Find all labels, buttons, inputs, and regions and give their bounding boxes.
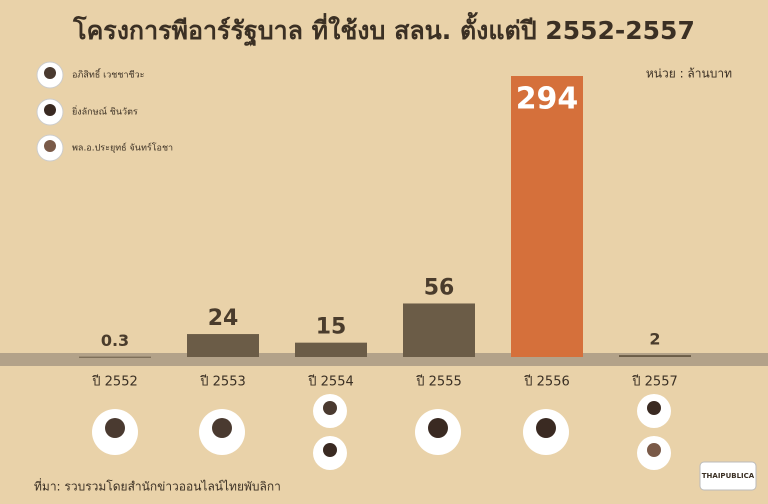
- portrait-face: [44, 140, 56, 152]
- bar: [187, 334, 259, 357]
- portrait-face: [44, 104, 56, 116]
- portrait-face: [428, 418, 448, 438]
- portrait-face: [647, 401, 661, 415]
- x-tick-label: ปี 2555: [415, 374, 461, 390]
- value-label: 56: [424, 275, 455, 300]
- bar: [403, 303, 475, 357]
- legend-label: อภิสิทธิ์ เวชชาชีวะ: [72, 68, 145, 81]
- portrait-face: [44, 67, 56, 79]
- legend: อภิสิทธิ์ เวชชาชีวะ ยิ่งลักษณ์ ชินวัตร พ…: [36, 61, 173, 162]
- value-label: 15: [316, 315, 347, 340]
- chart-title: โครงการพีอาร์รัฐบาล ที่ใช้งบ สลน. ตั้งแต…: [72, 11, 695, 47]
- legend-label: พล.อ.ประยุทธ์ จันทร์โอชา: [72, 142, 173, 154]
- portrait-face: [323, 443, 337, 457]
- value-label: 24: [208, 306, 239, 331]
- portrait-face: [212, 418, 232, 438]
- portrait-face: [323, 401, 337, 415]
- portrait-face: [536, 418, 556, 438]
- value-label: 2: [649, 330, 660, 349]
- x-tick-label: ปี 2553: [199, 374, 245, 390]
- bar: [619, 355, 691, 357]
- x-tick-label: ปี 2557: [631, 374, 677, 390]
- portrait-face: [105, 418, 125, 438]
- bar: [79, 356, 151, 358]
- x-tick-label: ปี 2554: [307, 374, 353, 390]
- year-portraits: [92, 394, 671, 470]
- legend-label: ยิ่งลักษณ์ ชินวัตร: [72, 105, 138, 118]
- value-label: 0.3: [101, 331, 129, 350]
- unit-label: หน่วย : ล้านบาท: [646, 67, 732, 81]
- value-label: 294: [516, 82, 579, 117]
- bar: [295, 342, 367, 357]
- logo-box: [699, 461, 757, 491]
- ground-strip: [0, 353, 768, 366]
- bar: [511, 76, 583, 357]
- source-note: ที่มา: รวบรวมโดยสำนักข่าวออนไลน์ไทยพับลิ…: [34, 478, 281, 494]
- x-tick-label: ปี 2552: [91, 374, 137, 390]
- logo: THAIPUBLICA: [702, 472, 755, 480]
- portrait-face: [647, 443, 661, 457]
- x-tick-label: ปี 2556: [523, 374, 569, 390]
